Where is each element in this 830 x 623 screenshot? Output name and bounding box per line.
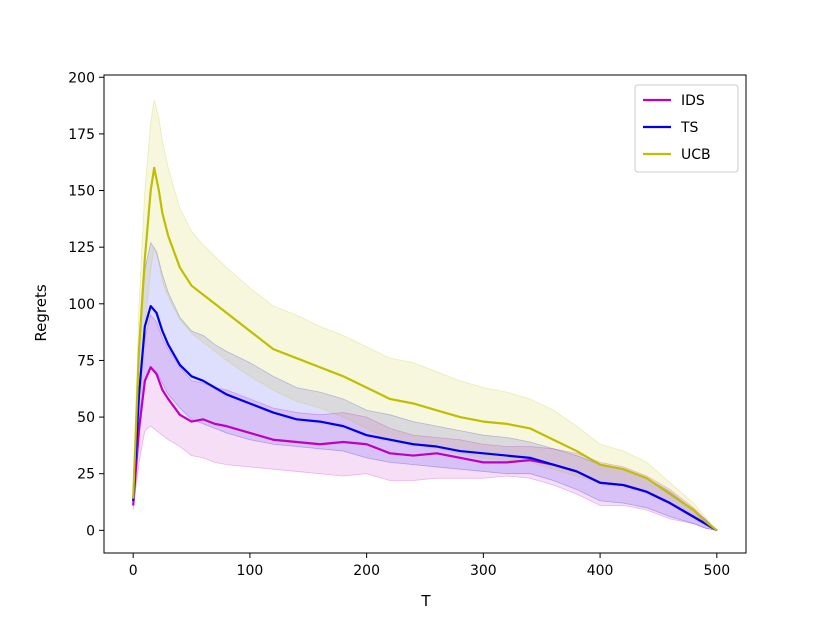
y-tick-label: 200 bbox=[68, 70, 95, 86]
x-tick-label: 200 bbox=[353, 563, 380, 579]
x-tick-label: 0 bbox=[129, 563, 138, 579]
band-ids bbox=[132, 314, 719, 531]
y-tick-label: 50 bbox=[77, 410, 95, 426]
legend-label-ucb: UCB bbox=[681, 147, 711, 163]
line-ts bbox=[132, 304, 718, 532]
x-tick-label: 400 bbox=[587, 563, 614, 579]
y-tick-label: 150 bbox=[68, 184, 95, 200]
x-tick-label: 100 bbox=[237, 563, 264, 579]
x-axis-title: T bbox=[420, 592, 431, 610]
y-tick-label: 0 bbox=[86, 523, 95, 539]
x-tick-label: 500 bbox=[703, 563, 730, 579]
y-tick-label: 175 bbox=[68, 127, 95, 143]
legend-label-ids: IDS bbox=[681, 93, 705, 109]
legend-label-ts: TS bbox=[680, 120, 699, 136]
y-tick-label: 75 bbox=[77, 353, 95, 369]
legend-box bbox=[634, 84, 739, 173]
band-ts bbox=[132, 241, 719, 531]
y-tick-label: 25 bbox=[77, 467, 95, 483]
axes: 0 100 200 300 400 500 0 25 50 75 100 125 150 175 200 bbox=[68, 70, 747, 579]
series-lines bbox=[132, 166, 718, 532]
legend: IDS TS UCB bbox=[634, 84, 739, 173]
x-tick-label: 300 bbox=[470, 563, 497, 579]
y-tick-label: 100 bbox=[68, 297, 95, 313]
plot-frame bbox=[103, 74, 747, 554]
y-tick-label: 125 bbox=[68, 240, 95, 256]
y-axis-title: Regrets bbox=[32, 284, 50, 341]
line-ucb bbox=[132, 166, 718, 532]
confidence-bands bbox=[132, 99, 719, 531]
